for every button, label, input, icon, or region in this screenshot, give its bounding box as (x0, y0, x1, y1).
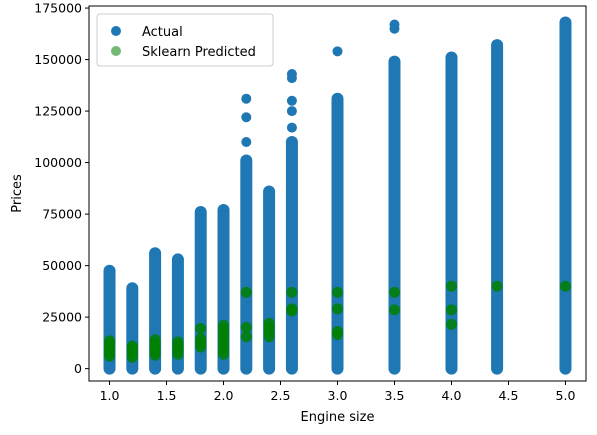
predicted-point-7-3 (263, 317, 275, 329)
predicted-point-8-2 (286, 286, 298, 298)
predicted-point-11-2 (445, 280, 457, 292)
legend-marker-actual (111, 26, 121, 36)
predicted-point-9-3 (332, 286, 343, 298)
y-tick-label: 0 (74, 361, 82, 376)
predicted-point-11-0 (445, 318, 457, 330)
actual-point-8-0 (286, 122, 297, 133)
x-tick-label: 1.5 (157, 388, 177, 403)
predicted-point-10-0 (388, 304, 400, 316)
actual-point-9-0 (332, 46, 343, 57)
x-tick-label: 3.5 (385, 388, 405, 403)
actual-series (103, 16, 572, 375)
predicted-point-6-1 (240, 321, 252, 333)
predicted-point-9-2 (332, 303, 343, 315)
actual-point-8-2 (286, 95, 297, 106)
x-tick-label: 4.5 (499, 388, 519, 403)
predicted-point-5-7 (218, 319, 230, 331)
x-tick-label: 2.0 (214, 388, 234, 403)
actual-point-6-2 (241, 93, 252, 104)
predicted-point-3-4 (172, 336, 184, 348)
y-tick-label: 150000 (34, 52, 82, 67)
legend-box (96, 13, 274, 67)
y-tick-label: 50000 (42, 258, 82, 273)
actual-point-10-1 (389, 19, 400, 30)
predicted-point-12-0 (491, 280, 503, 292)
x-tick-label: 5.0 (556, 388, 576, 403)
predicted-series (104, 280, 571, 363)
x-tick-label: 1.0 (100, 388, 120, 403)
y-tick-label: 75000 (42, 207, 82, 222)
actual-point-8-1 (286, 106, 297, 117)
predicted-point-0-5 (104, 335, 116, 347)
predicted-point-11-1 (445, 304, 457, 316)
predicted-point-4-3 (195, 322, 207, 334)
predicted-point-6-0 (240, 331, 252, 343)
actual-point-6-0 (241, 136, 252, 147)
actual-point-6-1 (241, 112, 252, 123)
y-axis-ticks: 0 25000 50000 75000 100000 125000 150000 175000 (34, 1, 89, 376)
x-tick-label: 4.0 (442, 388, 462, 403)
predicted-point-8-1 (286, 303, 298, 315)
actual-point-8-4 (286, 68, 297, 79)
y-tick-label: 175000 (34, 1, 82, 16)
y-axis-label: Prices (10, 174, 25, 213)
y-tick-label: 25000 (42, 310, 82, 325)
predicted-point-4-2 (195, 333, 207, 345)
predicted-point-10-1 (388, 286, 400, 298)
x-tick-label: 3.0 (328, 388, 348, 403)
predicted-point-2-5 (149, 334, 161, 346)
y-tick-label: 100000 (34, 155, 82, 170)
predicted-point-1-4 (126, 340, 138, 352)
predicted-point-13-0 (559, 280, 571, 292)
y-tick-label: 125000 (34, 104, 82, 119)
predicted-point-6-2 (240, 286, 252, 298)
legend: Actual Sklearn Predicted (96, 13, 274, 67)
x-tick-label: 2.5 (271, 388, 291, 403)
x-axis-label: Engine size (301, 410, 375, 425)
legend-label-actual: Actual (142, 25, 183, 40)
x-axis-ticks: 1.0 1.5 2.0 2.5 3.0 3.5 4.0 4.5 5.0 (100, 381, 576, 403)
legend-marker-predicted (111, 46, 121, 56)
predicted-point-9-1 (332, 326, 343, 338)
legend-label-predicted: Sklearn Predicted (142, 45, 256, 60)
